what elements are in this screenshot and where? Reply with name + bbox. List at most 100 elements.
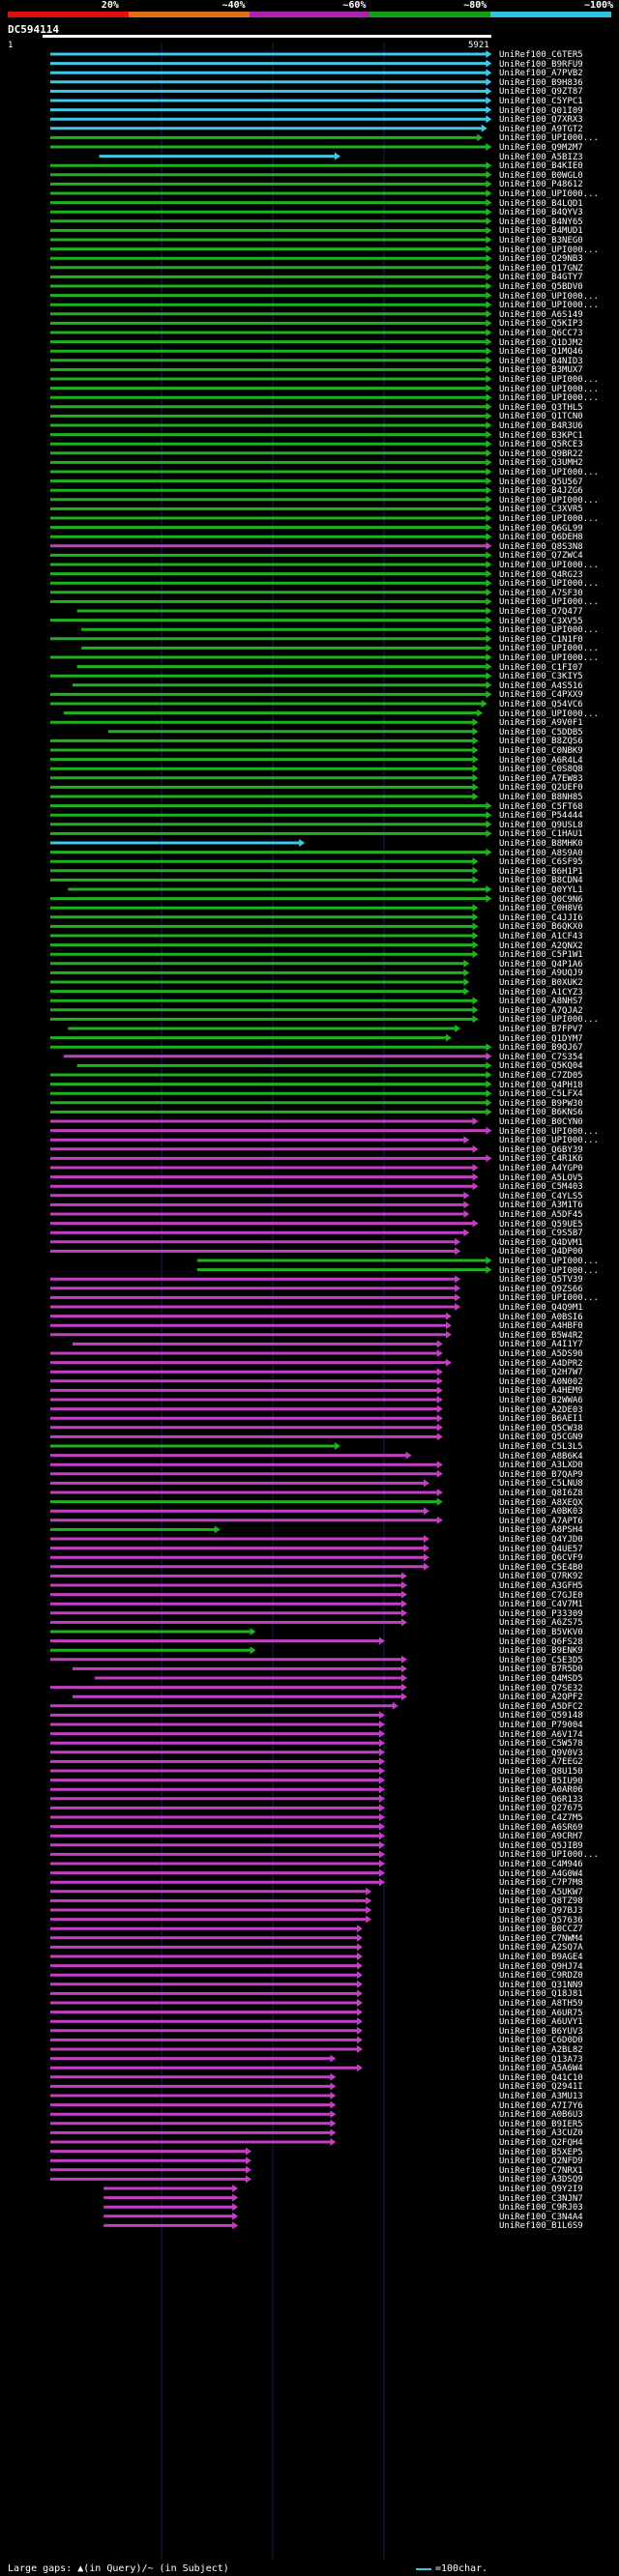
hit-label[interactable]: UniRef100_B2WWA6 (499, 1396, 583, 1405)
hit-label[interactable]: UniRef100_UPI000... (499, 709, 599, 719)
hit-label[interactable]: UniRef100_Q8U150 (499, 1767, 583, 1777)
hit-label[interactable]: UniRef100_Q27675 (499, 1804, 583, 1814)
hit-label[interactable]: UniRef100_Q9ZT87 (499, 87, 583, 98)
hit-label[interactable]: UniRef100_Q13A73 (499, 2054, 583, 2065)
hit-label[interactable]: UniRef100_A8XEQX (499, 1497, 583, 1508)
hit-label[interactable]: UniRef100_A4YGP0 (499, 1164, 583, 1173)
hit-label[interactable]: UniRef100_C0S8Q8 (499, 765, 583, 775)
hit-label[interactable]: UniRef100_Q9M2M7 (499, 143, 583, 153)
hit-label[interactable]: UniRef100_Q3UMH2 (499, 458, 583, 469)
hit-label[interactable]: UniRef100_A0BSI6 (499, 1312, 583, 1322)
hit-label[interactable]: UniRef100_C4M946 (499, 1860, 583, 1869)
hit-label[interactable]: UniRef100_UPI000... (499, 625, 599, 636)
hit-label[interactable]: UniRef100_UPI000... (499, 1126, 599, 1137)
hit-label[interactable]: UniRef100_A3M1T6 (499, 1201, 583, 1211)
hit-label[interactable]: UniRef100_UPI000... (499, 597, 599, 608)
hit-label[interactable]: UniRef100_C1HAU1 (499, 829, 583, 840)
hit-label[interactable]: UniRef100_A9CRH7 (499, 1832, 583, 1842)
hit-label[interactable]: UniRef100_B4NY65 (499, 217, 583, 227)
hit-label[interactable]: UniRef100_Q9Y2I9 (499, 2185, 583, 2194)
hit-label[interactable]: UniRef100_A7I7Y6 (499, 2100, 583, 2111)
hit-label[interactable]: UniRef100_UPI000... (499, 1015, 599, 1026)
hit-label[interactable]: UniRef100_C5P1W1 (499, 950, 583, 961)
hit-label[interactable]: UniRef100_Q5CW38 (499, 1423, 583, 1433)
hit-label[interactable]: UniRef100_A9TGT2 (499, 124, 583, 134)
hit-label[interactable]: UniRef100_A6UR75 (499, 2008, 583, 2018)
hit-label[interactable]: UniRef100_B9QJ67 (499, 1043, 583, 1054)
hit-label[interactable]: UniRef100_C7NWM4 (499, 1933, 583, 1944)
hit-label[interactable]: UniRef100_A5LOV5 (499, 1172, 583, 1183)
hit-label[interactable]: UniRef100_A0BK03 (499, 1507, 583, 1518)
hit-label[interactable]: UniRef100_Q2FQH4 (499, 2138, 583, 2148)
hit-label[interactable]: UniRef100_A3CUZ0 (499, 2128, 583, 2139)
hit-label[interactable]: UniRef100_A7QJA2 (499, 1005, 583, 1016)
hit-label[interactable]: UniRef100_Q9BR22 (499, 449, 583, 459)
hit-label[interactable]: UniRef100_B3NEG0 (499, 236, 583, 246)
hit-label[interactable]: UniRef100_Q6CC73 (499, 329, 583, 338)
hit-label[interactable]: UniRef100_C9RDZ0 (499, 1971, 583, 1982)
hit-label[interactable]: UniRef100_Q17GNZ (499, 263, 583, 274)
hit-label[interactable]: UniRef100_UPI000... (499, 1293, 599, 1304)
hit-label[interactable]: UniRef100_C1FI07 (499, 662, 583, 673)
hit-label[interactable]: UniRef100_B9ENK9 (499, 1646, 583, 1657)
hit-label[interactable]: UniRef100_Q5U567 (499, 477, 583, 487)
hit-label[interactable]: UniRef100_B4GTY7 (499, 273, 583, 283)
hit-label[interactable]: UniRef100_A5DF45 (499, 1210, 583, 1220)
hit-label[interactable]: UniRef100_C4JJI6 (499, 912, 583, 923)
hit-label[interactable]: UniRef100_Q5KIP3 (499, 319, 583, 330)
hit-label[interactable]: UniRef100_Q9USL8 (499, 820, 583, 830)
hit-label[interactable]: UniRef100_UPI000... (499, 375, 599, 385)
hit-label[interactable]: UniRef100_B9RFU9 (499, 59, 583, 70)
hit-label[interactable]: UniRef100_Q1DJM2 (499, 337, 583, 348)
hit-label[interactable]: UniRef100_A4HBF0 (499, 1321, 583, 1332)
hit-label[interactable]: UniRef100_C7GJE0 (499, 1590, 583, 1601)
hit-label[interactable]: UniRef100_Q2NFD9 (499, 2156, 583, 2167)
hit-label[interactable]: UniRef100_Q6DEH8 (499, 533, 583, 543)
hit-label[interactable]: UniRef100_C7NRX1 (499, 2165, 583, 2176)
hit-label[interactable]: UniRef100_Q5KQ04 (499, 1061, 583, 1072)
hit-label[interactable]: UniRef100_B6AEI1 (499, 1414, 583, 1425)
hit-label[interactable]: UniRef100_C6D0D0 (499, 2036, 583, 2046)
hit-label[interactable]: UniRef100_Q8S3N8 (499, 541, 583, 552)
hit-label[interactable]: UniRef100_C5E4B0 (499, 1562, 583, 1573)
hit-label[interactable]: UniRef100_B9H836 (499, 77, 583, 88)
hit-label[interactable]: UniRef100_B5IU90 (499, 1776, 583, 1786)
hit-label[interactable]: UniRef100_B4QYV3 (499, 208, 583, 218)
hit-label[interactable]: UniRef100_B4MUD1 (499, 226, 583, 237)
hit-label[interactable]: UniRef100_B8NH85 (499, 793, 583, 802)
hit-label[interactable]: UniRef100_Q4Q9M1 (499, 1303, 583, 1313)
hit-label[interactable]: UniRef100_Q97BJ3 (499, 1906, 583, 1916)
hit-label[interactable]: UniRef100_B5XEP5 (499, 2147, 583, 2157)
hit-label[interactable]: UniRef100_B0WGL0 (499, 170, 583, 181)
hit-label[interactable]: UniRef100_UPI000... (499, 1257, 599, 1266)
hit-label[interactable]: UniRef100_B6QKX0 (499, 922, 583, 933)
hit-label[interactable]: UniRef100_Q41C10 (499, 2072, 583, 2083)
hit-label[interactable]: UniRef100_Q4PH18 (499, 1080, 583, 1090)
hit-label[interactable]: UniRef100_B6KNS6 (499, 1108, 583, 1118)
hit-label[interactable]: UniRef100_C4Z7M5 (499, 1813, 583, 1823)
hit-label[interactable]: UniRef100_C9S5B7 (499, 1229, 583, 1239)
hit-label[interactable]: UniRef100_Q01I09 (499, 105, 583, 116)
hit-label[interactable]: UniRef100_Q6BY39 (499, 1144, 583, 1155)
hit-label[interactable]: UniRef100_C6SF95 (499, 857, 583, 868)
hit-label[interactable]: UniRef100_P33309 (499, 1608, 583, 1619)
hit-label[interactable]: UniRef100_UPI000... (499, 393, 599, 404)
hit-label[interactable]: UniRef100_A1CF43 (499, 932, 583, 941)
hit-label[interactable]: UniRef100_Q8I6Z8 (499, 1489, 583, 1498)
hit-label[interactable]: UniRef100_UPI000... (499, 514, 599, 524)
hit-label[interactable]: UniRef100_P54444 (499, 811, 583, 822)
hit-label[interactable]: UniRef100_A6S149 (499, 309, 583, 320)
hit-label[interactable]: UniRef100_B7FPV7 (499, 1025, 583, 1034)
hit-label[interactable]: UniRef100_C3NJN7 (499, 2193, 583, 2204)
hit-label[interactable]: UniRef100_Q0YYL1 (499, 885, 583, 895)
hit-label[interactable]: UniRef100_Q2UEF0 (499, 783, 583, 794)
hit-label[interactable]: UniRef100_UPI000... (499, 291, 599, 302)
hit-label[interactable]: UniRef100_Q7XRX3 (499, 115, 583, 126)
hit-label[interactable]: UniRef100_Q4P1A6 (499, 959, 583, 970)
hit-label[interactable]: UniRef100_A5DFC2 (499, 1701, 583, 1712)
hit-label[interactable]: UniRef100_A7PVB2 (499, 69, 583, 79)
hit-label[interactable]: UniRef100_Q5TV39 (499, 1275, 583, 1286)
hit-label[interactable]: UniRef100_Q1DYM7 (499, 1033, 583, 1044)
hit-label[interactable]: UniRef100_A2QNX2 (499, 941, 583, 951)
hit-label[interactable]: UniRef100_A9UQJ9 (499, 969, 583, 979)
